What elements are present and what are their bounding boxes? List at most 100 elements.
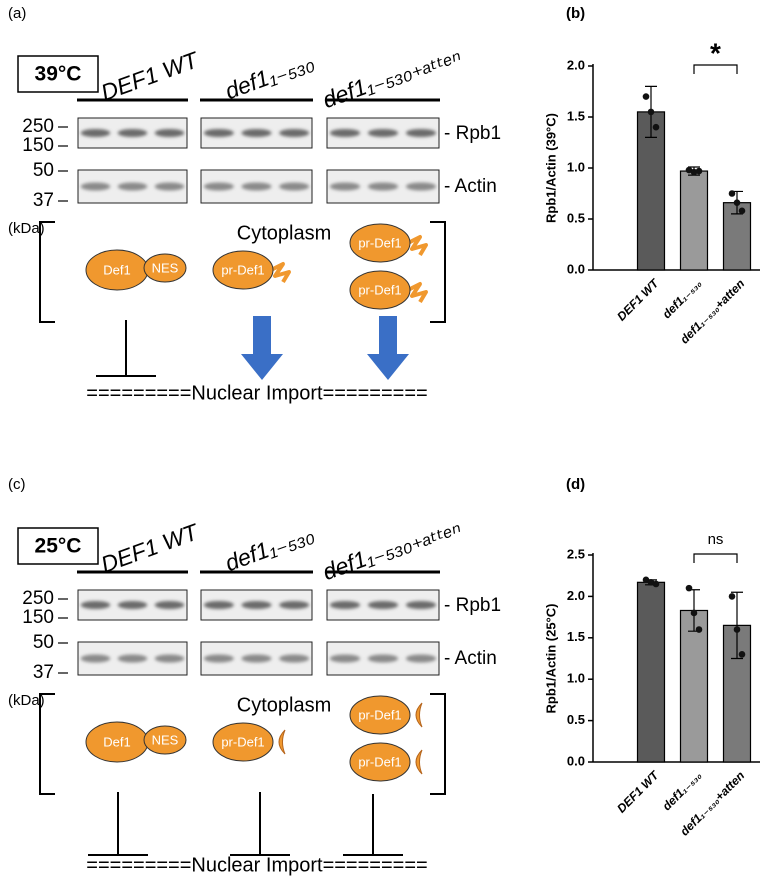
band-label: - Actin bbox=[444, 648, 497, 669]
compartment: Cytoplasm bbox=[237, 694, 331, 716]
y-tick-label: 0.0 bbox=[567, 261, 585, 276]
band bbox=[80, 654, 111, 663]
strain-header: def1₁₋₅₃₀₊ₐₜₜₑₙ bbox=[319, 511, 463, 585]
protein-label: pr-Def1 bbox=[221, 262, 264, 277]
band bbox=[367, 601, 399, 609]
band-label: - Rpb1 bbox=[444, 595, 501, 616]
y-tick-label: 2.0 bbox=[567, 57, 585, 72]
band bbox=[117, 182, 148, 191]
y-tick-label: 0.5 bbox=[567, 210, 585, 225]
band bbox=[279, 182, 310, 191]
band bbox=[241, 182, 272, 191]
band bbox=[154, 129, 185, 137]
strain-header: DEF1 WT bbox=[97, 518, 203, 578]
band bbox=[329, 654, 361, 663]
y-tick-label: 1.0 bbox=[567, 671, 585, 686]
data-point bbox=[728, 190, 736, 197]
bracket bbox=[430, 693, 446, 795]
import-arrow bbox=[367, 316, 409, 380]
data-point bbox=[728, 593, 736, 600]
data-point bbox=[695, 167, 703, 175]
protein bbox=[349, 695, 411, 735]
mw-label: 150 bbox=[22, 607, 54, 628]
bracket bbox=[430, 221, 446, 323]
x-tick-label: def1₁₋₅₃₀ bbox=[660, 768, 705, 813]
bar bbox=[679, 609, 709, 763]
band bbox=[329, 129, 361, 137]
protein bbox=[212, 250, 274, 290]
band bbox=[405, 601, 437, 609]
significance-label: * bbox=[710, 37, 721, 68]
mw-label: 37 bbox=[33, 662, 54, 683]
band-label: - Rpb1 bbox=[444, 123, 501, 144]
data-point bbox=[647, 108, 655, 116]
bracket bbox=[39, 693, 55, 795]
tail bbox=[407, 282, 428, 304]
strain-header: def1₁₋₅₃₀₊ₐₜₜₑₙ bbox=[319, 39, 463, 113]
mw-label: 50 bbox=[33, 160, 54, 181]
band bbox=[203, 654, 234, 663]
y-tick-label: 2.0 bbox=[567, 588, 585, 603]
temperature: 25°C bbox=[35, 535, 82, 558]
panel-label: (d) bbox=[566, 476, 585, 493]
protein-label: NES bbox=[152, 260, 179, 275]
unit-label: (kDa) bbox=[8, 220, 45, 237]
data-point bbox=[690, 609, 698, 617]
tail bbox=[415, 749, 423, 775]
temperature-box bbox=[17, 55, 99, 93]
protein-label: Def1 bbox=[103, 262, 130, 277]
import-label: =========Nuclear Import========= bbox=[86, 382, 427, 404]
x-tick-label: DEF1 WT bbox=[614, 767, 662, 815]
strain-header: def1₁₋₅₃₀ bbox=[222, 520, 318, 576]
tail bbox=[270, 262, 291, 284]
mw-label: 150 bbox=[22, 135, 54, 156]
mw-label: 250 bbox=[22, 588, 54, 609]
panel-label: (c) bbox=[8, 476, 26, 493]
bar bbox=[636, 111, 666, 271]
band bbox=[367, 654, 399, 663]
band bbox=[117, 654, 148, 663]
band bbox=[203, 129, 234, 137]
data-point bbox=[642, 93, 650, 100]
y-axis-label: Rpb1/Actin (25°C) bbox=[543, 604, 558, 714]
band-label: - Actin bbox=[444, 176, 497, 197]
band bbox=[80, 129, 111, 137]
mw-label: 250 bbox=[22, 116, 54, 137]
temperature-box bbox=[17, 527, 99, 565]
compartment: Cytoplasm bbox=[237, 222, 331, 244]
band bbox=[329, 182, 361, 191]
band bbox=[80, 182, 111, 191]
data-point bbox=[685, 584, 693, 592]
panel-label: (a) bbox=[8, 5, 26, 22]
band bbox=[367, 182, 399, 191]
band bbox=[405, 654, 437, 663]
y-tick-label: 0.5 bbox=[567, 712, 585, 727]
panel-label: (b) bbox=[566, 5, 585, 22]
band bbox=[80, 601, 111, 609]
protein bbox=[143, 253, 187, 283]
protein-label: pr-Def1 bbox=[358, 235, 401, 250]
band bbox=[329, 601, 361, 609]
band bbox=[154, 601, 185, 609]
band bbox=[117, 601, 148, 609]
band bbox=[241, 601, 272, 609]
protein-label: Def1 bbox=[103, 734, 130, 749]
band bbox=[405, 182, 437, 191]
protein bbox=[143, 725, 187, 755]
y-tick-label: 1.5 bbox=[567, 108, 585, 123]
error-bar bbox=[731, 591, 743, 660]
protein bbox=[349, 270, 411, 310]
data-point bbox=[733, 199, 741, 206]
band bbox=[279, 601, 310, 609]
data-point bbox=[690, 168, 698, 176]
data-point bbox=[647, 579, 655, 586]
protein-label: pr-Def1 bbox=[358, 707, 401, 722]
strain-header: def1₁₋₅₃₀ bbox=[222, 48, 318, 104]
bracket bbox=[39, 221, 55, 323]
band bbox=[367, 129, 399, 137]
protein bbox=[349, 742, 411, 782]
data-point bbox=[695, 626, 703, 633]
data-point bbox=[733, 626, 741, 633]
y-tick-label: 2.5 bbox=[567, 546, 585, 561]
